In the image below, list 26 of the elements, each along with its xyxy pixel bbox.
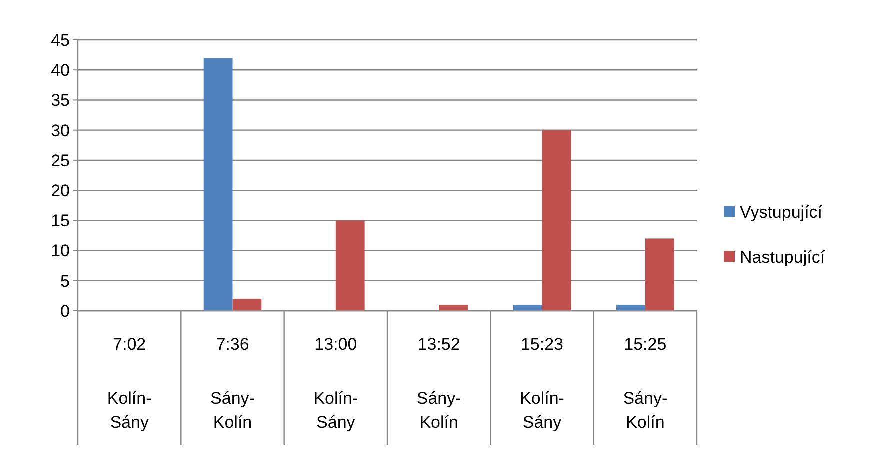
bar xyxy=(645,238,674,311)
y-tick-label: 35 xyxy=(51,91,70,110)
bar xyxy=(232,298,262,311)
bar xyxy=(513,304,542,311)
category-label: 13:52 Sány-Kolín xyxy=(416,335,462,432)
y-tick-label: 40 xyxy=(51,61,70,80)
y-tick-label: 15 xyxy=(51,212,70,231)
y-tick-label: 10 xyxy=(51,242,70,261)
category-label: 15:25 Sány-Kolín xyxy=(623,335,668,432)
bar xyxy=(542,130,572,311)
legend-label: Nastupující xyxy=(740,248,826,267)
y-tick-label: 30 xyxy=(51,121,70,140)
y-tick-label: 0 xyxy=(60,302,70,321)
y-tick-label: 25 xyxy=(51,151,70,170)
legend-label: Vystupující xyxy=(740,202,823,222)
bar xyxy=(616,304,646,311)
bar xyxy=(439,304,468,311)
category-label: 15:23 Kolín-Sány xyxy=(520,335,564,432)
y-tick-label: 5 xyxy=(60,272,70,291)
bar xyxy=(336,220,365,311)
category-label: 7:36 Sány-Kolín xyxy=(210,335,255,432)
y-tick-label: 20 xyxy=(51,182,70,201)
category-label: 13:00 Kolín-Sány xyxy=(314,335,358,432)
category-label: 7:02 Kolín-Sány xyxy=(107,335,152,432)
y-tick-label: 45 xyxy=(51,30,70,50)
bar xyxy=(204,58,233,311)
